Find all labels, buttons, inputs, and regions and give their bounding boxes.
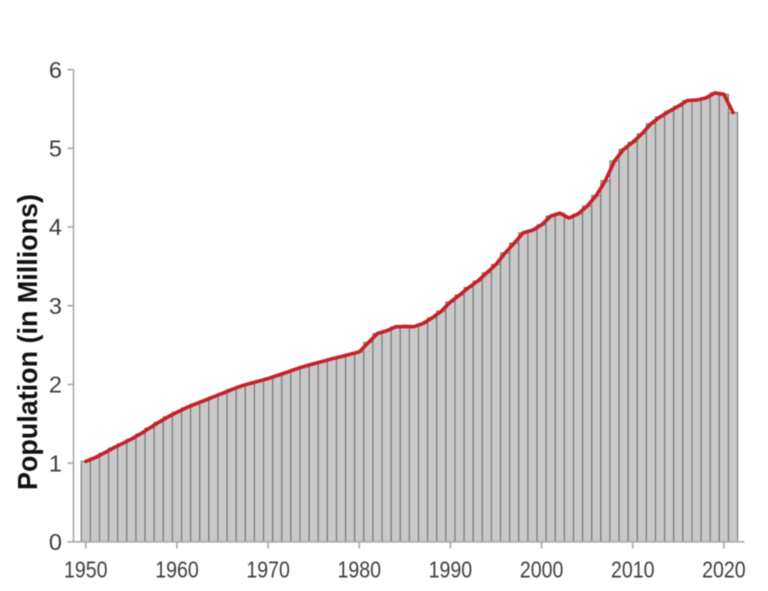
svg-text:2: 2 — [49, 372, 62, 398]
svg-text:1980: 1980 — [338, 557, 382, 583]
svg-text:1990: 1990 — [429, 557, 473, 583]
svg-text:5: 5 — [49, 136, 62, 162]
svg-text:1960: 1960 — [155, 557, 199, 583]
svg-text:2020: 2020 — [702, 557, 746, 583]
svg-text:1970: 1970 — [246, 557, 290, 583]
svg-text:2010: 2010 — [611, 557, 655, 583]
svg-text:Population (in Millions): Population (in Millions) — [12, 194, 43, 490]
svg-text:6: 6 — [49, 57, 62, 83]
svg-text:1: 1 — [49, 450, 62, 476]
svg-text:1950: 1950 — [64, 557, 108, 583]
svg-text:3: 3 — [49, 293, 62, 319]
svg-text:4: 4 — [49, 214, 62, 240]
svg-text:2000: 2000 — [520, 557, 564, 583]
svg-text:0: 0 — [49, 529, 62, 555]
